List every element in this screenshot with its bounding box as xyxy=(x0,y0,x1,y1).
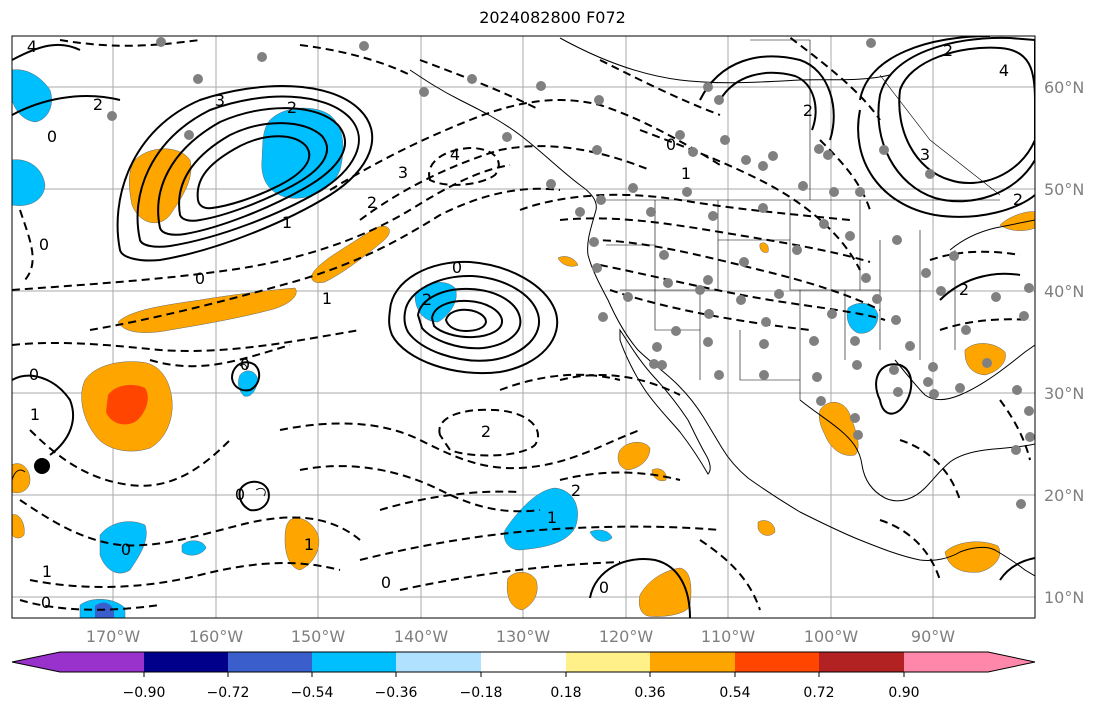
colorbar-tick-label: −0.54 xyxy=(291,685,334,701)
lon-label: 140°W xyxy=(394,627,449,646)
contour-label: 1 xyxy=(547,508,557,527)
contour-label: 0 xyxy=(235,485,245,504)
contour-label: 0 xyxy=(195,269,205,288)
contour-label: 2 xyxy=(571,481,581,500)
colorbar-tick-label: 0.90 xyxy=(888,685,919,701)
contour-label: 2 xyxy=(959,280,969,299)
colorbar-outline xyxy=(11,651,1036,673)
colorbar-ticks xyxy=(143,672,905,677)
lon-axis-labels: 170°W 160°W 150°W 140°W 130°W 120°W 110°… xyxy=(86,627,955,646)
lon-label: 170°W xyxy=(86,627,141,646)
colorbar-segment xyxy=(566,652,650,672)
contour-label: 2 xyxy=(943,41,953,60)
contour-label: 3 xyxy=(215,91,225,110)
contour-label: 1 xyxy=(42,562,52,581)
colorbar-extend-high xyxy=(988,652,1035,672)
lat-label: 30°N xyxy=(1044,384,1084,403)
colorbar-tick-label: 0.18 xyxy=(550,685,581,701)
colorbar-tick-label: −0.90 xyxy=(123,685,166,701)
lon-label: 100°W xyxy=(804,627,859,646)
contour-label: 4 xyxy=(27,37,37,56)
contour-labels: 4 3 2 0 2 1 0 0 4 2 3 2 1 0 2 0 2 1 0 0 … xyxy=(27,37,1023,612)
contour-label: 0 xyxy=(452,258,462,277)
map-panel: 4 3 2 0 2 1 0 0 4 2 3 2 1 0 2 0 2 1 0 0 … xyxy=(12,36,1035,618)
gridlines xyxy=(12,36,1035,618)
lat-label: 50°N xyxy=(1044,180,1084,199)
contour-label: 2 xyxy=(481,422,491,441)
coastlines xyxy=(12,37,1035,577)
lat-label: 60°N xyxy=(1044,78,1084,97)
colorbar-tick-label: 0.72 xyxy=(803,685,834,701)
colorbar-segment xyxy=(60,652,144,672)
contour-label: 3 xyxy=(920,145,930,164)
contours-positive xyxy=(12,36,1035,618)
contour-label: 2 xyxy=(93,95,103,114)
contour-label: 1 xyxy=(304,535,314,554)
map-frame xyxy=(11,35,1036,619)
station-markers xyxy=(107,37,1035,509)
contour-label: 0 xyxy=(29,365,39,384)
contour-label: 0 xyxy=(41,593,51,612)
colorbar-extend-low xyxy=(12,652,60,672)
contour-label: 2 xyxy=(422,290,432,309)
state-borders xyxy=(598,39,1001,400)
colorbar-tick-label: −0.36 xyxy=(375,685,418,701)
contour-label: 0 xyxy=(666,135,676,154)
colorbar-tick-label: 0.36 xyxy=(634,685,665,701)
lat-axis-labels: 60°N 50°N 40°N 30°N 20°N 10°N xyxy=(1044,78,1084,607)
colorbar-segment xyxy=(735,652,819,672)
contour-label: 0 xyxy=(599,578,609,597)
colorbar-segment xyxy=(481,652,566,672)
contours-negative xyxy=(12,36,1031,611)
lon-label: 120°W xyxy=(599,627,654,646)
shading-red-orange xyxy=(106,384,148,425)
colorbar-segment xyxy=(144,652,228,672)
contour-label: 0 xyxy=(381,573,391,592)
lon-label: 110°W xyxy=(701,627,756,646)
lat-label: 20°N xyxy=(1044,486,1084,505)
lon-label: 150°W xyxy=(291,627,346,646)
lat-label: 10°N xyxy=(1044,588,1084,607)
map-title: 2024082800 F072 xyxy=(479,8,626,27)
colorbar-segment xyxy=(228,652,312,672)
colorbar-tick-labels: −0.90 −0.72 −0.54 −0.36 −0.18 0.18 0.36 … xyxy=(123,685,920,701)
lon-label: 130°W xyxy=(496,627,551,646)
contour-label: 2 xyxy=(367,193,377,212)
colorbar-segment xyxy=(396,652,481,672)
lon-label: 160°W xyxy=(189,627,244,646)
contour-label: 2 xyxy=(803,101,813,120)
contour-label: 3 xyxy=(398,163,408,182)
colorbar: −0.90 −0.72 −0.54 −0.36 −0.18 0.18 0.36 … xyxy=(11,651,1036,701)
contour-label: 0 xyxy=(121,540,131,559)
colorbar-tick-label: −0.18 xyxy=(460,685,503,701)
contour-label: 0 xyxy=(240,355,250,374)
colorbar-segment xyxy=(650,652,735,672)
highlight-marker xyxy=(34,458,50,474)
contour-label: 1 xyxy=(322,289,332,308)
colorbar-segment xyxy=(904,652,988,672)
contour-label: 1 xyxy=(681,164,691,183)
contour-label: 2 xyxy=(1013,190,1023,209)
colorbar-segment xyxy=(312,652,396,672)
contour-label: 0 xyxy=(47,127,57,146)
contour-label: 1 xyxy=(282,213,292,232)
colorbar-tick-label: 0.54 xyxy=(719,685,750,701)
contour-label: 4 xyxy=(450,145,460,164)
contour-label: 1 xyxy=(30,405,40,424)
lat-label: 40°N xyxy=(1044,282,1084,301)
colorbar-tick-label: −0.72 xyxy=(207,685,250,701)
colorbar-segment xyxy=(819,652,904,672)
lon-label: 90°W xyxy=(911,627,955,646)
contour-label: 2 xyxy=(287,98,297,117)
contour-label: 0 xyxy=(39,235,49,254)
contour-label: 4 xyxy=(999,61,1009,80)
